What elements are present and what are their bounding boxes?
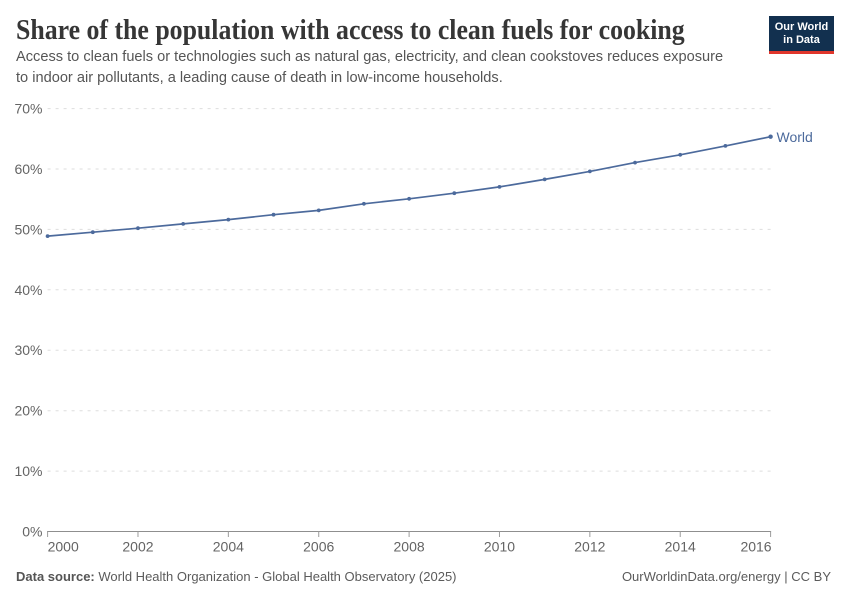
svg-text:30%: 30% bbox=[14, 342, 42, 358]
svg-text:2012: 2012 bbox=[574, 539, 605, 555]
svg-text:60%: 60% bbox=[14, 161, 42, 177]
svg-text:2016: 2016 bbox=[740, 539, 771, 555]
svg-text:50%: 50% bbox=[14, 221, 42, 237]
svg-text:World: World bbox=[777, 129, 813, 145]
svg-text:2000: 2000 bbox=[48, 539, 79, 555]
svg-text:2008: 2008 bbox=[394, 539, 425, 555]
svg-text:2002: 2002 bbox=[122, 539, 153, 555]
svg-text:2010: 2010 bbox=[484, 539, 515, 555]
svg-text:0%: 0% bbox=[22, 524, 42, 540]
svg-text:2006: 2006 bbox=[303, 539, 334, 555]
svg-text:70%: 70% bbox=[14, 101, 42, 117]
svg-text:20%: 20% bbox=[14, 403, 42, 419]
svg-text:2004: 2004 bbox=[213, 539, 244, 555]
svg-text:2014: 2014 bbox=[665, 539, 696, 555]
svg-text:40%: 40% bbox=[14, 282, 42, 298]
svg-text:10%: 10% bbox=[14, 463, 42, 479]
